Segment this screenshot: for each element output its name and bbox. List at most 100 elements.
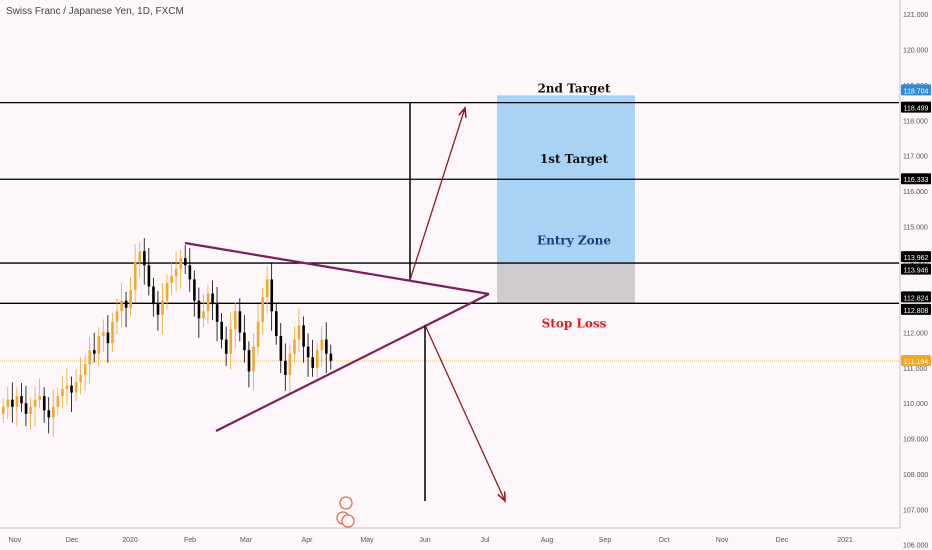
price-tag bbox=[901, 101, 931, 113]
candle-body bbox=[174, 268, 178, 276]
candle-body bbox=[211, 293, 214, 305]
candle-body bbox=[15, 396, 19, 407]
candle-body bbox=[288, 353, 292, 375]
candle-body bbox=[284, 360, 287, 375]
candle-body bbox=[83, 364, 87, 375]
x-tick-label: Feb bbox=[184, 537, 196, 544]
candle-body bbox=[124, 300, 128, 308]
price-tag-label: 118.499 bbox=[904, 106, 929, 113]
candle-body bbox=[106, 332, 110, 344]
candle-body bbox=[33, 399, 37, 407]
price-tag-label: 112.824 bbox=[904, 295, 929, 302]
candle-body bbox=[179, 258, 183, 269]
y-tick-label: 120.000 bbox=[903, 48, 928, 55]
candle-body bbox=[270, 279, 274, 312]
stop-loss-label: Stop Loss bbox=[542, 317, 607, 331]
candle-body bbox=[97, 336, 101, 354]
candle-body bbox=[184, 258, 187, 266]
price-tag-label: 111.194 bbox=[904, 359, 928, 366]
x-tick-label: Nov bbox=[716, 537, 729, 544]
candle-body bbox=[38, 396, 41, 400]
candle-body bbox=[261, 297, 264, 322]
price-tag bbox=[901, 173, 931, 185]
price-tag bbox=[901, 251, 931, 263]
candle-body bbox=[152, 286, 155, 305]
candle-body bbox=[229, 328, 233, 354]
candle-body bbox=[2, 406, 5, 414]
y-tick-label: 115.000 bbox=[903, 224, 928, 231]
candle-body bbox=[302, 325, 305, 347]
x-tick-label: Sep bbox=[599, 537, 612, 544]
candle-body bbox=[247, 350, 251, 372]
x-tick-label: Dec bbox=[66, 537, 79, 544]
candle-body bbox=[138, 251, 142, 262]
y-tick-label: 121.000 bbox=[903, 12, 928, 19]
chart-title: Swiss Franc / Japanese Yen, 1D, FXCM bbox=[6, 6, 184, 17]
candle-body bbox=[306, 346, 310, 358]
candle-body bbox=[120, 300, 123, 312]
candle-body bbox=[320, 339, 324, 351]
candle-body bbox=[74, 381, 78, 393]
candle-body bbox=[88, 350, 92, 365]
price-tag-label: 112.808 bbox=[904, 308, 929, 315]
candle-body bbox=[93, 350, 96, 354]
candle-body bbox=[220, 321, 223, 340]
price-tag-label: 116.333 bbox=[904, 177, 929, 184]
candle-body bbox=[6, 399, 10, 407]
y-tick-label: 107.000 bbox=[903, 507, 928, 514]
candle-body bbox=[234, 311, 237, 329]
candle-body bbox=[70, 385, 73, 393]
candle-body bbox=[47, 410, 51, 418]
candle-body bbox=[206, 293, 210, 312]
candle-body bbox=[147, 265, 151, 287]
price-tag bbox=[901, 291, 931, 303]
candle-body bbox=[133, 261, 137, 291]
y-tick-label: 118.000 bbox=[903, 118, 928, 125]
candle-body bbox=[156, 304, 160, 315]
candle-body bbox=[143, 251, 146, 266]
candle-body bbox=[297, 325, 301, 340]
price-tag-label: 113.962 bbox=[904, 255, 929, 262]
candle-body bbox=[42, 396, 46, 411]
candle-body bbox=[293, 339, 296, 354]
price-tag bbox=[901, 263, 931, 275]
candle-body bbox=[202, 311, 205, 319]
event-marker-icon[interactable] bbox=[339, 496, 353, 510]
x-tick-label: Dec bbox=[776, 537, 789, 544]
candle-body bbox=[111, 321, 114, 344]
candle-body bbox=[315, 350, 319, 368]
candle-body bbox=[311, 357, 314, 368]
triangle-upper-line bbox=[184, 241, 490, 296]
x-tick-label: Mar bbox=[240, 537, 253, 544]
x-tick-label: Jul bbox=[481, 537, 490, 544]
candle-body bbox=[197, 300, 201, 319]
price-tag-label: 113.946 bbox=[904, 268, 929, 275]
candle-body bbox=[165, 282, 169, 301]
candle-body bbox=[24, 403, 28, 414]
x-tick-label: Aug bbox=[541, 537, 554, 544]
y-tick-label: 109.000 bbox=[903, 437, 928, 444]
candle-body bbox=[102, 332, 105, 337]
first-target-label: 1st Target bbox=[540, 152, 609, 166]
candle-body bbox=[252, 346, 255, 372]
candle-body bbox=[129, 290, 132, 308]
arrow-up bbox=[409, 108, 465, 281]
x-tick-label: Jun bbox=[419, 537, 430, 544]
candle-body bbox=[52, 406, 55, 418]
candle-body bbox=[79, 374, 82, 382]
candle-body bbox=[170, 275, 173, 283]
x-tick-label: 2021 bbox=[837, 537, 853, 544]
price-tag bbox=[901, 84, 931, 96]
event-marker-icon[interactable] bbox=[341, 514, 355, 528]
y-tick-label: 117.000 bbox=[903, 154, 928, 161]
entry-zone-label: Entry Zone bbox=[537, 234, 611, 248]
x-tick-label: 2020 bbox=[122, 537, 138, 544]
candle-body bbox=[56, 396, 60, 407]
candle-body bbox=[193, 279, 196, 301]
arrow-down bbox=[424, 324, 505, 501]
price-tag bbox=[901, 303, 931, 315]
y-tick-label: 116.000 bbox=[903, 189, 928, 196]
candle-body bbox=[115, 311, 119, 322]
